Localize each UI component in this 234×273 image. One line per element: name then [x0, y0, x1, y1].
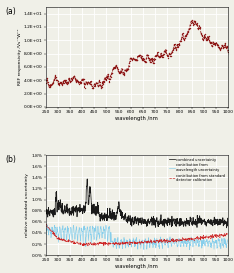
combined uncertainty	[174, 219, 177, 222]
Text: (a): (a)	[5, 7, 16, 16]
Y-axis label: relative standard uncertainty: relative standard uncertainty	[25, 173, 29, 237]
contribution from
wavelength uncertainty	[152, 244, 155, 247]
contribution from standard
detector calibration	[45, 222, 48, 226]
contribution from
wavelength uncertainty	[46, 223, 49, 227]
combined uncertainty	[227, 222, 230, 225]
contribution from standard
detector calibration	[174, 238, 177, 241]
contribution from standard
detector calibration	[152, 240, 155, 243]
contribution from
wavelength uncertainty	[227, 239, 230, 243]
contribution from standard
detector calibration	[182, 238, 184, 241]
contribution from standard
detector calibration	[125, 241, 128, 244]
contribution from
wavelength uncertainty	[226, 240, 229, 243]
X-axis label: wavelength /nm: wavelength /nm	[115, 115, 158, 121]
Legend: combined uncertainty, contribution from
wavelength uncertainty, contribution fro: combined uncertainty, contribution from …	[168, 157, 226, 183]
Line: contribution from
wavelength uncertainty: contribution from wavelength uncertainty	[46, 225, 228, 250]
Text: (b): (b)	[5, 155, 16, 164]
combined uncertainty	[86, 177, 89, 180]
contribution from
wavelength uncertainty	[73, 231, 76, 234]
contribution from
wavelength uncertainty	[188, 248, 191, 251]
combined uncertainty	[44, 213, 47, 216]
contribution from standard
detector calibration	[73, 241, 76, 244]
contribution from standard
detector calibration	[227, 233, 230, 237]
contribution from
wavelength uncertainty	[125, 240, 128, 244]
contribution from
wavelength uncertainty	[44, 232, 47, 235]
contribution from standard
detector calibration	[83, 244, 86, 248]
Line: combined uncertainty: combined uncertainty	[46, 179, 228, 228]
combined uncertainty	[73, 208, 75, 212]
contribution from standard
detector calibration	[44, 224, 47, 227]
Y-axis label: REF responsivity /Vs⁻¹W⁻¹: REF responsivity /Vs⁻¹W⁻¹	[18, 29, 22, 85]
combined uncertainty	[125, 218, 128, 222]
combined uncertainty	[225, 226, 228, 230]
combined uncertainty	[226, 223, 229, 227]
combined uncertainty	[181, 220, 184, 224]
contribution from
wavelength uncertainty	[174, 239, 177, 242]
X-axis label: wavelength /nm: wavelength /nm	[115, 264, 158, 269]
contribution from
wavelength uncertainty	[181, 239, 184, 242]
Line: contribution from standard
detector calibration: contribution from standard detector cali…	[46, 224, 228, 246]
combined uncertainty	[152, 215, 155, 218]
contribution from standard
detector calibration	[226, 233, 229, 236]
